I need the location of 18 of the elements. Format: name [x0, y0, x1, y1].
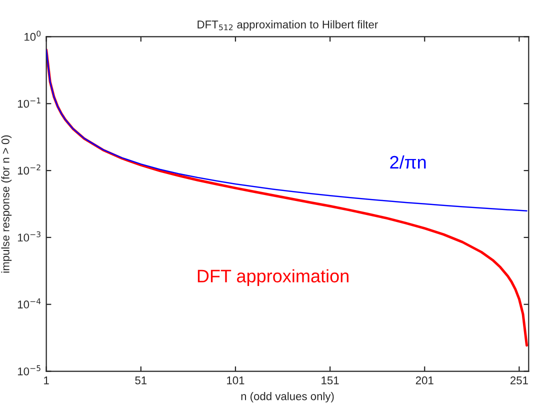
text: DFT approximation	[198, 269, 348, 286]
x-tick-label: 101	[227, 376, 244, 384]
y-tick-label: 10$^{−2}$	[18, 164, 40, 175]
y-tick-label: 10$^{0}$	[24, 30, 41, 41]
x-tick-label: 151	[322, 376, 339, 384]
line-series	[46, 49, 528, 212]
y-tick-label: 10$^{−4}$	[18, 298, 41, 308]
chart-title: DFT$_{512}$ approximation to Hilbert filter	[198, 20, 378, 31]
x-tick-label: 1	[44, 376, 49, 384]
x-tick-label: 51	[135, 376, 147, 384]
series-label: 2/πn	[390, 155, 426, 169]
x-tick-label: 201	[416, 376, 434, 384]
y-tick-label: 10$^{−1}$	[18, 98, 40, 108]
x-tick-label: 251	[510, 376, 528, 384]
y-axis-title: impulse response (for n > 0)	[1, 135, 12, 273]
y-tick-label: 10$^{−5}$	[18, 365, 40, 376]
y-tick-label: 10$^{−3}$	[18, 231, 40, 242]
x-axis-title: n (odd values only)	[241, 392, 334, 402]
